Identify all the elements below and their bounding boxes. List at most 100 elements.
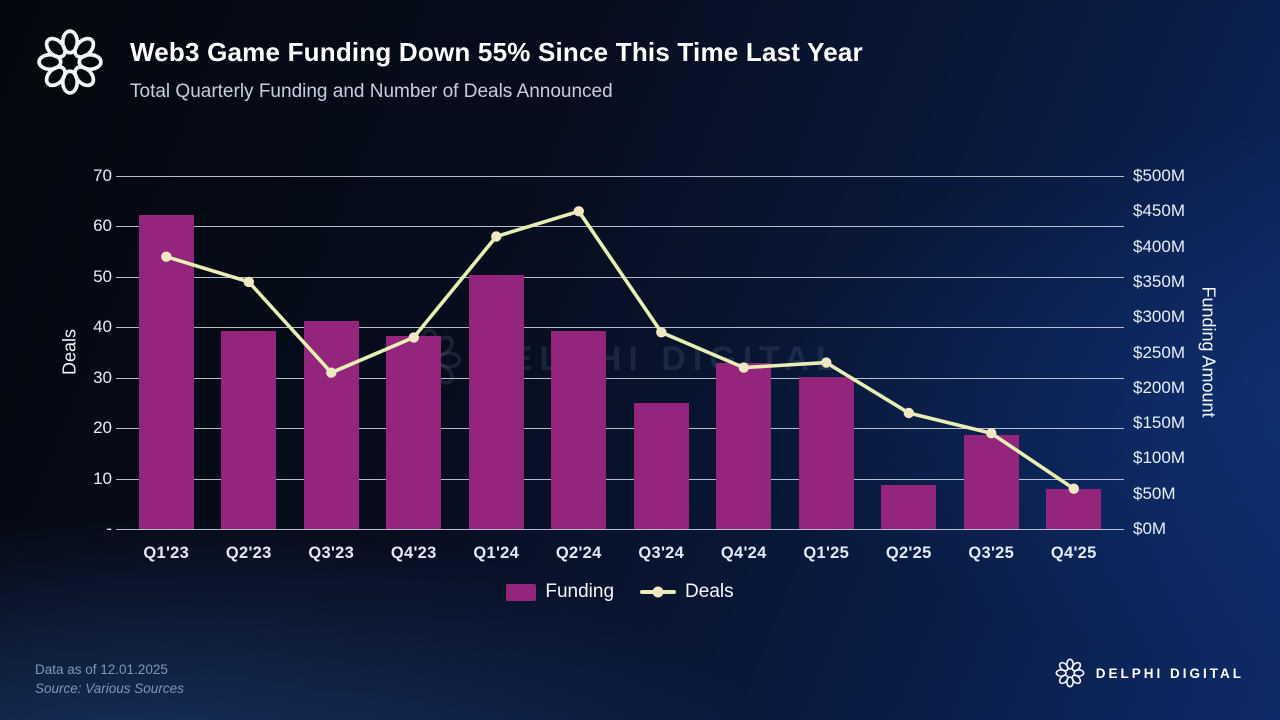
legend-item-funding: Funding bbox=[506, 581, 614, 603]
deals-point-marker bbox=[243, 276, 254, 288]
funding-bar bbox=[881, 485, 937, 529]
bar-slot bbox=[455, 176, 538, 529]
bars-layer bbox=[125, 176, 1115, 529]
funding-bar bbox=[633, 403, 689, 529]
left-tick-label: 50 bbox=[93, 266, 112, 286]
left-tick-label: 60 bbox=[93, 216, 112, 236]
bar-slot bbox=[373, 176, 456, 529]
x-axis-label: Q3'23 bbox=[308, 544, 355, 562]
legend-deals-label: Deals bbox=[685, 581, 734, 602]
bar-slot bbox=[703, 176, 786, 529]
x-axis-label: Q2'24 bbox=[555, 544, 602, 562]
x-axis-label: Q4'25 bbox=[1050, 544, 1097, 562]
left-tick-label: 30 bbox=[93, 367, 112, 387]
right-tick-label: $400M bbox=[1133, 236, 1185, 256]
funding-bar bbox=[716, 363, 772, 529]
gridline bbox=[116, 478, 1124, 480]
brand-name: DELPHI DIGITAL bbox=[1095, 665, 1244, 681]
deals-point-marker bbox=[491, 231, 502, 242]
funding-bar bbox=[386, 336, 442, 529]
x-axis-label: Q2'23 bbox=[225, 544, 272, 562]
bar-slot bbox=[620, 176, 703, 529]
page-subtitle: Total Quarterly Funding and Number of De… bbox=[130, 81, 613, 102]
funding-bar bbox=[798, 377, 854, 529]
deals-point-marker bbox=[408, 332, 419, 343]
x-axis-label: Q2'25 bbox=[885, 544, 932, 562]
delphi-knot-footer-icon bbox=[1055, 658, 1085, 688]
legend-funding-label: Funding bbox=[545, 581, 615, 602]
funding-bar bbox=[1046, 488, 1102, 529]
right-tick-label: $450M bbox=[1133, 201, 1185, 221]
bar-slot bbox=[290, 176, 373, 529]
bar-slot bbox=[208, 176, 291, 529]
deals-line-marker-icon bbox=[640, 586, 677, 598]
bar-slot bbox=[125, 176, 208, 529]
gridline-layer bbox=[116, 176, 1124, 530]
bar-slot bbox=[1033, 176, 1116, 529]
funding-bar bbox=[303, 320, 359, 529]
deals-point-marker bbox=[1068, 483, 1079, 494]
bar-slot bbox=[538, 176, 621, 529]
legend-item-deals: Deals bbox=[640, 581, 734, 603]
left-axis-ticks: 70 60 50 40 30 20 10 - bbox=[0, 166, 112, 538]
right-tick-label: $0M bbox=[1133, 519, 1167, 538]
watermark-text: DELPHI DIGITAL bbox=[478, 340, 844, 379]
funding-bar bbox=[138, 214, 194, 529]
funding-swatch-icon bbox=[506, 583, 537, 601]
deals-point-marker bbox=[903, 407, 914, 419]
deals-point-marker bbox=[573, 206, 584, 217]
x-axis-label: Q1'25 bbox=[803, 544, 850, 562]
gridline bbox=[116, 327, 1124, 329]
funding-bar bbox=[551, 331, 607, 529]
x-axis-labels: Q1'23 Q2'23 Q3'23 Q4'23 Q1'24 Q2'24 Q3'24 Q4'24… bbox=[125, 544, 1115, 563]
plot-area: DELPHI DIGITAL bbox=[116, 176, 1124, 530]
gridline bbox=[116, 176, 1124, 177]
deals-line-chart bbox=[161, 206, 1079, 494]
gridline bbox=[116, 529, 1124, 530]
right-tick-label: $150M bbox=[1133, 413, 1185, 433]
right-tick-label: $100M bbox=[1133, 448, 1185, 468]
right-tick-label: $500M bbox=[1133, 166, 1185, 185]
deals-point-marker bbox=[986, 428, 997, 439]
deals-point-marker bbox=[821, 357, 832, 368]
x-axis-label: Q4'24 bbox=[720, 544, 767, 562]
right-tick-label: $50M bbox=[1133, 483, 1176, 503]
right-tick-label: $300M bbox=[1133, 307, 1185, 327]
delphi-knot-logo-icon bbox=[37, 29, 103, 95]
x-axis-label: Q1'23 bbox=[143, 544, 190, 562]
deals-point-marker bbox=[161, 251, 172, 262]
deals-point-marker bbox=[738, 362, 749, 373]
page-title: Web3 Game Funding Down 55% Since This Ti… bbox=[130, 37, 863, 67]
bar-slot bbox=[950, 176, 1033, 529]
gridline bbox=[116, 276, 1124, 278]
gridline bbox=[116, 377, 1124, 379]
funding-bar bbox=[221, 331, 277, 529]
data-as-of-note: Data as of 12.01.2025 bbox=[35, 662, 168, 677]
left-tick-label: - bbox=[106, 519, 112, 538]
deals-line bbox=[164, 209, 1076, 491]
funding-bar bbox=[468, 274, 524, 529]
source-note: Source: Various Sources bbox=[35, 681, 184, 696]
right-axis-title: Funding Amount bbox=[1198, 286, 1219, 418]
funding-bar bbox=[963, 435, 1019, 529]
footer-notes: Data as of 12.01.2025 Source: Various So… bbox=[35, 660, 184, 698]
x-axis-label: Q3'25 bbox=[968, 544, 1015, 562]
brand-footer: DELPHI DIGITAL bbox=[1055, 658, 1244, 688]
gridline bbox=[116, 226, 1124, 228]
x-axis-label: Q1'24 bbox=[473, 544, 520, 562]
left-tick-label: 20 bbox=[93, 418, 112, 438]
bar-slot bbox=[868, 176, 951, 529]
x-axis-label: Q4'23 bbox=[390, 544, 437, 562]
legend: Funding Deals bbox=[125, 581, 1115, 603]
right-tick-label: $350M bbox=[1133, 271, 1185, 291]
deals-point-marker bbox=[326, 367, 337, 378]
left-tick-label: 70 bbox=[93, 166, 112, 185]
deals-point-marker bbox=[656, 327, 667, 338]
gridline bbox=[116, 428, 1124, 430]
right-tick-label: $200M bbox=[1133, 377, 1185, 397]
x-axis-label: Q3'24 bbox=[638, 544, 685, 562]
left-tick-label: 40 bbox=[93, 317, 112, 337]
bar-slot bbox=[785, 176, 868, 529]
right-axis-ticks: $500M $450M $400M $350M $300M $250M $200M $150M… bbox=[1133, 166, 1243, 538]
